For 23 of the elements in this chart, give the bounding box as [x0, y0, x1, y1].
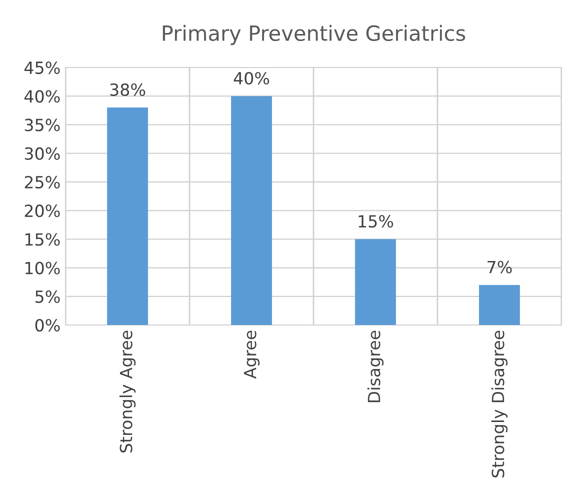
chart-title: Primary Preventive Geriatrics — [162, 24, 466, 46]
y-tick-label: 25% — [24, 176, 60, 189]
y-tick-label: 15% — [25, 233, 60, 246]
data-label: 38% — [110, 83, 146, 96]
x-tick-label: Strongly Agree — [119, 330, 136, 452]
y-tick-label: 45% — [24, 61, 60, 74]
y-tick-label: 10% — [25, 262, 60, 274]
x-tick-label: Agree — [244, 330, 260, 379]
bar — [231, 96, 272, 325]
bar — [107, 108, 148, 325]
y-tick-label: 20% — [24, 204, 60, 218]
x-tick-label: Disagree — [367, 330, 384, 402]
y-tick-label: 0% — [35, 318, 60, 332]
data-label: 40% — [234, 72, 270, 85]
y-tick-label: 30% — [24, 147, 60, 160]
y-tick-label: 5% — [36, 290, 60, 303]
bar — [479, 284, 520, 325]
data-label: 15% — [358, 214, 394, 228]
data-label: 7% — [488, 260, 512, 274]
y-tick-label: 40% — [24, 90, 60, 103]
y-tick-label: 35% — [24, 118, 60, 132]
x-tick-label: Strongly Disagree — [491, 330, 508, 478]
bar — [355, 239, 396, 325]
